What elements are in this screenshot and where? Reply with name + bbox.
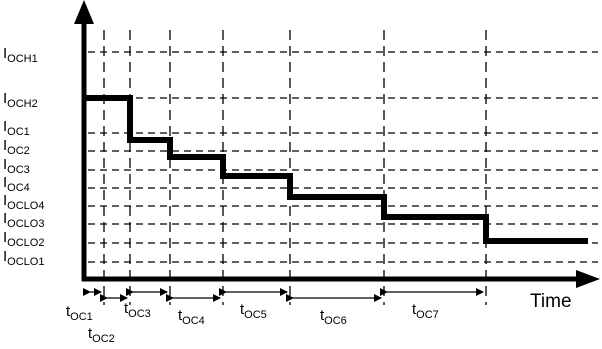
label-ioc4: IOC4 — [3, 174, 30, 194]
level-gridlines — [88, 51, 598, 263]
label-toc4: tOC4 — [178, 307, 205, 327]
label-ioch1: IOCH1 — [3, 45, 38, 65]
label-ioc3: IOC3 — [3, 156, 30, 176]
label-ioc1: IOC1 — [3, 118, 30, 138]
x-axis-arrowhead — [576, 270, 600, 288]
label-ioch2: IOCH2 — [3, 90, 38, 110]
label-toc3: tOC3 — [124, 300, 151, 320]
interval-arrows — [83, 288, 484, 302]
label-toc1: tOC1 — [66, 303, 93, 323]
label-ioclo1: IOCLO1 — [3, 248, 44, 268]
label-toc7: tOC7 — [412, 301, 439, 321]
label-toc6: tOC6 — [320, 307, 347, 327]
label-toc5: tOC5 — [240, 301, 267, 321]
current-level-labels: IOCH1 IOCH2 IOC1 IOC2 IOC3 IOC4 IOCLO4 I… — [3, 45, 44, 268]
time-gridlines — [103, 30, 487, 305]
current-staircase — [86, 95, 588, 244]
time-interval-labels: tOC1 tOC2 tOC3 tOC4 tOC5 tOC6 tOC7 — [66, 300, 439, 345]
label-ioclo2: IOCLO2 — [3, 229, 44, 249]
label-ioc2: IOC2 — [3, 137, 30, 157]
label-ioclo4: IOCLO4 — [3, 192, 44, 212]
label-toc2: tOC2 — [88, 325, 115, 345]
x-axis-label: Time — [530, 291, 572, 312]
y-axis-arrowhead — [74, 0, 94, 24]
label-ioclo3: IOCLO3 — [3, 210, 44, 230]
